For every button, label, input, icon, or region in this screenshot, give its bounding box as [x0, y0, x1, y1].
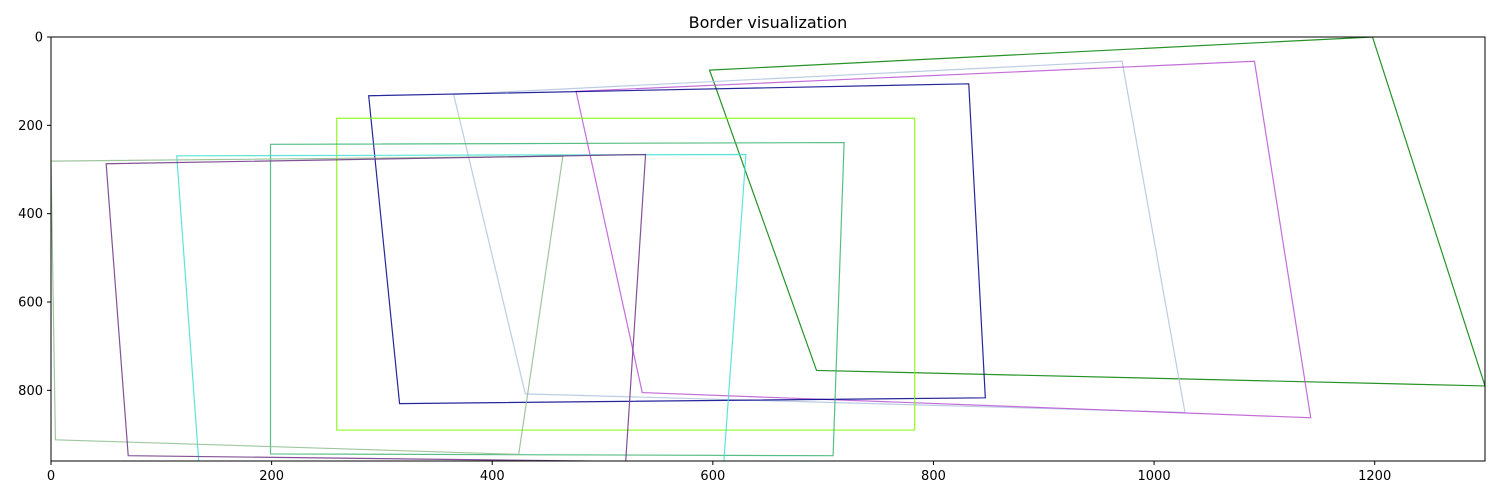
- border-polygon-6: [269, 141, 845, 457]
- x-tick-label: 400: [480, 469, 505, 484]
- border-polygon-2: [452, 60, 1186, 414]
- y-tick-label: 400: [18, 207, 43, 222]
- border-polygon-9: [105, 153, 647, 461]
- chart-title: Border visualization: [689, 13, 848, 32]
- y-tick-label: 800: [18, 384, 43, 399]
- plot-area: [51, 37, 1485, 461]
- x-tick-label: 0: [47, 469, 55, 484]
- plot-frame: [50, 36, 1486, 462]
- border-polygon-7: [176, 153, 747, 461]
- border-polygon-3: [575, 60, 1312, 419]
- border-polygon-5: [336, 117, 916, 431]
- border-polygon-1: [708, 37, 1485, 387]
- x-tick-label: 1000: [1138, 469, 1171, 484]
- y-tick-label: 200: [18, 119, 43, 134]
- x-tick-label: 1200: [1358, 469, 1391, 484]
- y-tick-label: 600: [18, 296, 43, 311]
- border-polygon-8: [51, 155, 564, 455]
- border-polygon-4: [368, 83, 986, 405]
- x-tick-label: 600: [700, 469, 725, 484]
- y-axis: 0 200 400 600 800: [18, 31, 51, 399]
- x-tick-label: 800: [921, 469, 946, 484]
- x-axis: 0 200 400 600 800 1000 1200: [47, 461, 1391, 484]
- y-tick-label: 0: [35, 31, 43, 46]
- x-tick-label: 200: [259, 469, 284, 484]
